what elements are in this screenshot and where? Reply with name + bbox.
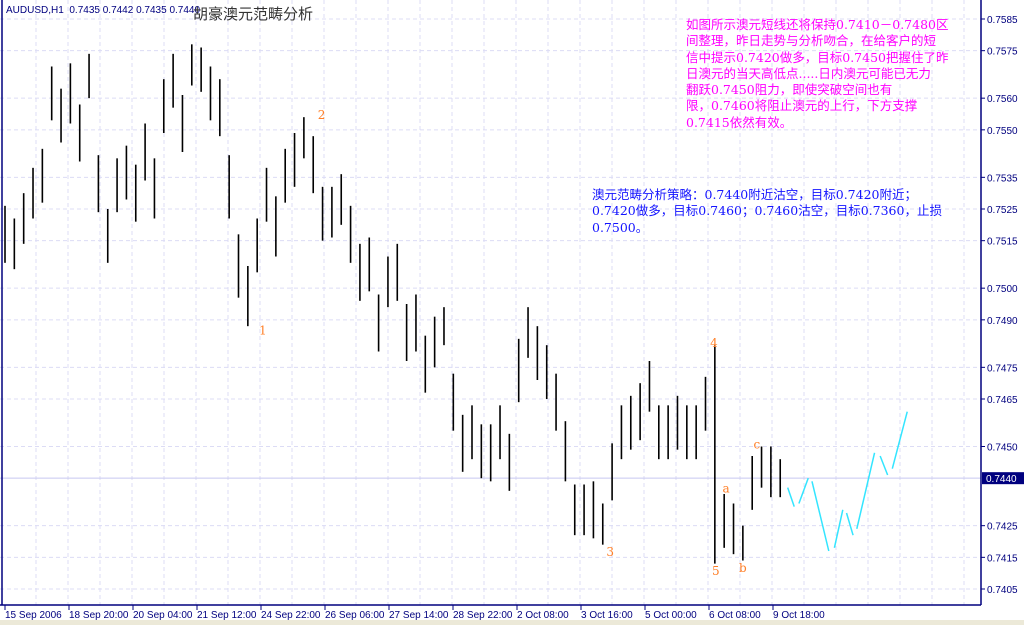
time-tick-label: 27 Sep 14:00 xyxy=(389,610,449,621)
price-tick-label: 0.7475 xyxy=(987,363,1018,374)
ohlc-values: 0.7435 0.7442 0.7435 0.7440 xyxy=(69,5,201,16)
price-tick-label: 0.7405 xyxy=(987,585,1018,596)
wave-label: 5 xyxy=(712,564,720,578)
time-tick-label: 6 Oct 08:00 xyxy=(709,610,761,621)
forecast-segment xyxy=(856,452,876,530)
forecast-segment xyxy=(786,487,795,507)
note-line: 0.7500。 xyxy=(592,219,649,235)
price-tick-label: 0.7585 xyxy=(987,15,1018,26)
symbol-header: AUDUSD,H1 0.7435 0.7442 0.7435 0.7440 xyxy=(6,5,200,16)
time-tick-label: 20 Sep 04:00 xyxy=(133,610,193,621)
current-price-label: 0.7440 xyxy=(986,474,1017,485)
forecast-segment xyxy=(845,512,854,536)
note-line: 日澳元的当天高低点.....日内澳元可能已无力 xyxy=(686,65,931,81)
note-line: 如图所示澳元短线还将保持0.7410－0.7480区 xyxy=(686,17,949,32)
note-line: 限，0.7460将阻止澳元的上行，下方支撑 xyxy=(686,98,918,114)
wave-labels: 1 2 3 4 5 a b c xyxy=(259,108,761,578)
strategy-note: 澳元范畴分析策略：0.7440附近沽空，目标0.7420附近； 0.7420做多，… xyxy=(592,187,942,236)
wave-label: a xyxy=(722,482,729,496)
time-tick-label: 26 Sep 06:00 xyxy=(325,610,385,621)
price-tick-label: 0.7425 xyxy=(987,522,1018,533)
price-tick-label: 0.7465 xyxy=(987,395,1018,406)
note-line: 信中提示0.7420做多，目标0.7450把握住了昨 xyxy=(686,49,949,65)
wave-label: 2 xyxy=(318,108,326,122)
forecast-path xyxy=(786,411,908,552)
time-tick-label: 21 Sep 12:00 xyxy=(197,610,257,621)
note-line: 间整理，昨日走势与分析吻合，在给客户的短 xyxy=(686,33,937,49)
forecast-segment xyxy=(891,411,908,469)
time-tick-label: 3 Oct 16:00 xyxy=(581,610,633,621)
wave-label: 4 xyxy=(710,336,718,350)
price-tick-label: 0.7415 xyxy=(987,553,1018,564)
price-tick-label: 0.7575 xyxy=(987,47,1018,58)
forecast-segment xyxy=(879,455,889,476)
time-tick-label: 15 Sep 2006 xyxy=(5,610,62,621)
price-tick-label: 0.7525 xyxy=(987,205,1018,216)
forecast-segment xyxy=(833,509,844,549)
bottom-strip xyxy=(0,620,1024,625)
note-line: 澳元范畴分析策略：0.7440附近沽空，目标0.7420附近； xyxy=(592,187,917,202)
time-tick-label: 5 Oct 00:00 xyxy=(645,610,697,621)
note-line: 0.7420做多，目标0.7460；0.7460沽空，目标0.7360，止损 xyxy=(592,203,942,219)
time-tick-label: 24 Sep 22:00 xyxy=(261,610,321,621)
price-tick-label: 0.7550 xyxy=(987,126,1018,137)
wave-label: b xyxy=(739,561,747,575)
wave-label: 1 xyxy=(259,323,267,337)
note-line: 翻跃0.7450阻力，即使突破空间也有 xyxy=(686,82,893,98)
price-tick-label: 0.7500 xyxy=(987,284,1018,295)
chart-title: 胡豪澳元范畴分析 xyxy=(193,5,314,23)
analysis-note: 如图所示澳元短线还将保持0.7410－0.7480区 间整理，昨日走势与分析吻合，… xyxy=(686,17,948,131)
time-tick-label: 18 Sep 20:00 xyxy=(69,610,129,621)
price-tick-label: 0.7515 xyxy=(987,237,1018,248)
price-bars xyxy=(4,44,782,564)
symbol-timeframe: AUDUSD,H1 xyxy=(6,5,64,16)
current-price-marker xyxy=(982,472,1024,485)
wave-label: c xyxy=(754,437,761,451)
time-tick-label: 9 Oct 18:00 xyxy=(773,610,825,621)
price-tick-label: 0.7450 xyxy=(987,443,1018,454)
note-line: 0.7415依然有效。 xyxy=(686,114,793,130)
forecast-segment xyxy=(811,481,830,552)
forecast-segment xyxy=(798,477,809,504)
price-tick-label: 0.7535 xyxy=(987,173,1018,184)
time-tick-label: 2 Oct 08:00 xyxy=(517,610,569,621)
wave-label: 3 xyxy=(606,545,614,559)
price-tick-label: 0.7560 xyxy=(987,94,1018,105)
time-tick-label: 28 Sep 22:00 xyxy=(453,610,513,621)
price-tick-label: 0.7490 xyxy=(987,316,1018,327)
